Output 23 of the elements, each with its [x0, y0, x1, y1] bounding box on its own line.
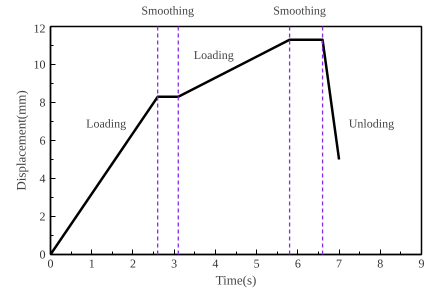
y-tick-label: 12	[34, 22, 46, 36]
y-tick-label: 4	[40, 172, 46, 186]
y-tick-label: 2	[40, 210, 46, 224]
annotation: Unloding	[348, 116, 394, 130]
x-tick-label: 6	[294, 256, 301, 270]
x-tick-label: 9	[418, 256, 424, 270]
y-tick-label: 8	[40, 96, 46, 110]
x-tick-label: 4	[212, 256, 218, 270]
annotation: Loading	[86, 116, 126, 130]
x-axis-title: Time(s)	[216, 272, 256, 288]
y-tick-label: 6	[40, 134, 46, 148]
x-tick-label: 7	[336, 256, 342, 270]
x-tick-label: 1	[88, 256, 95, 270]
x-tick-label: 5	[254, 256, 260, 270]
x-tick-label: 2	[130, 256, 136, 270]
ref-line-label: Smoothing	[141, 3, 194, 18]
x-tick-label: 3	[171, 256, 178, 270]
annotation: Loading	[194, 48, 234, 62]
y-axis-title: Displacement(mm)	[14, 90, 28, 191]
y-tick-label: 10	[34, 58, 46, 72]
ref-line-label: Smoothing	[273, 3, 326, 18]
x-tick-label: 8	[377, 256, 384, 270]
y-tick-label: 0	[40, 248, 46, 262]
